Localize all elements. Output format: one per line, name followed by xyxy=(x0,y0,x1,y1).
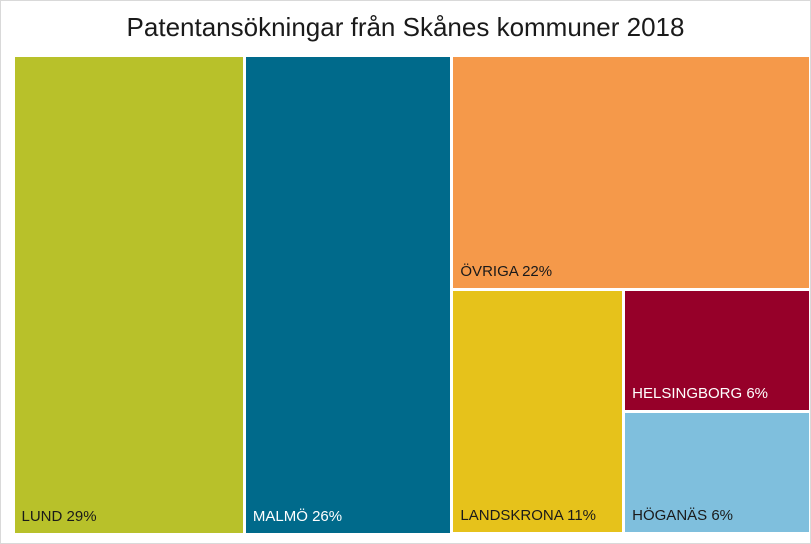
tile-hoganas: HÖGANÄS 6% xyxy=(625,413,810,533)
tile-ovriga: ÖVRIGA 22% xyxy=(453,56,810,288)
tile-helsingborg: HELSINGBORG 6% xyxy=(625,290,810,411)
tile-malmo: MALMÖ 26% xyxy=(245,56,451,533)
tile-label-ovriga: ÖVRIGA 22% xyxy=(460,262,553,280)
tile-label-landskrona: LANDSKRONA 11% xyxy=(460,507,596,525)
chart-title: Patentansökningar från Skånes kommuner 2… xyxy=(126,12,685,42)
tile-lund: LUND 29% xyxy=(14,56,243,533)
tile-label-lund: LUND 29% xyxy=(21,507,97,525)
tile-label-helsingborg: HELSINGBORG 6% xyxy=(632,385,769,403)
tile-landskrona: LANDSKRONA 11% xyxy=(453,290,623,533)
tile-label-malmo: MALMÖ 26% xyxy=(252,507,343,525)
tile-label-hoganas: HÖGANÄS 6% xyxy=(632,507,734,525)
